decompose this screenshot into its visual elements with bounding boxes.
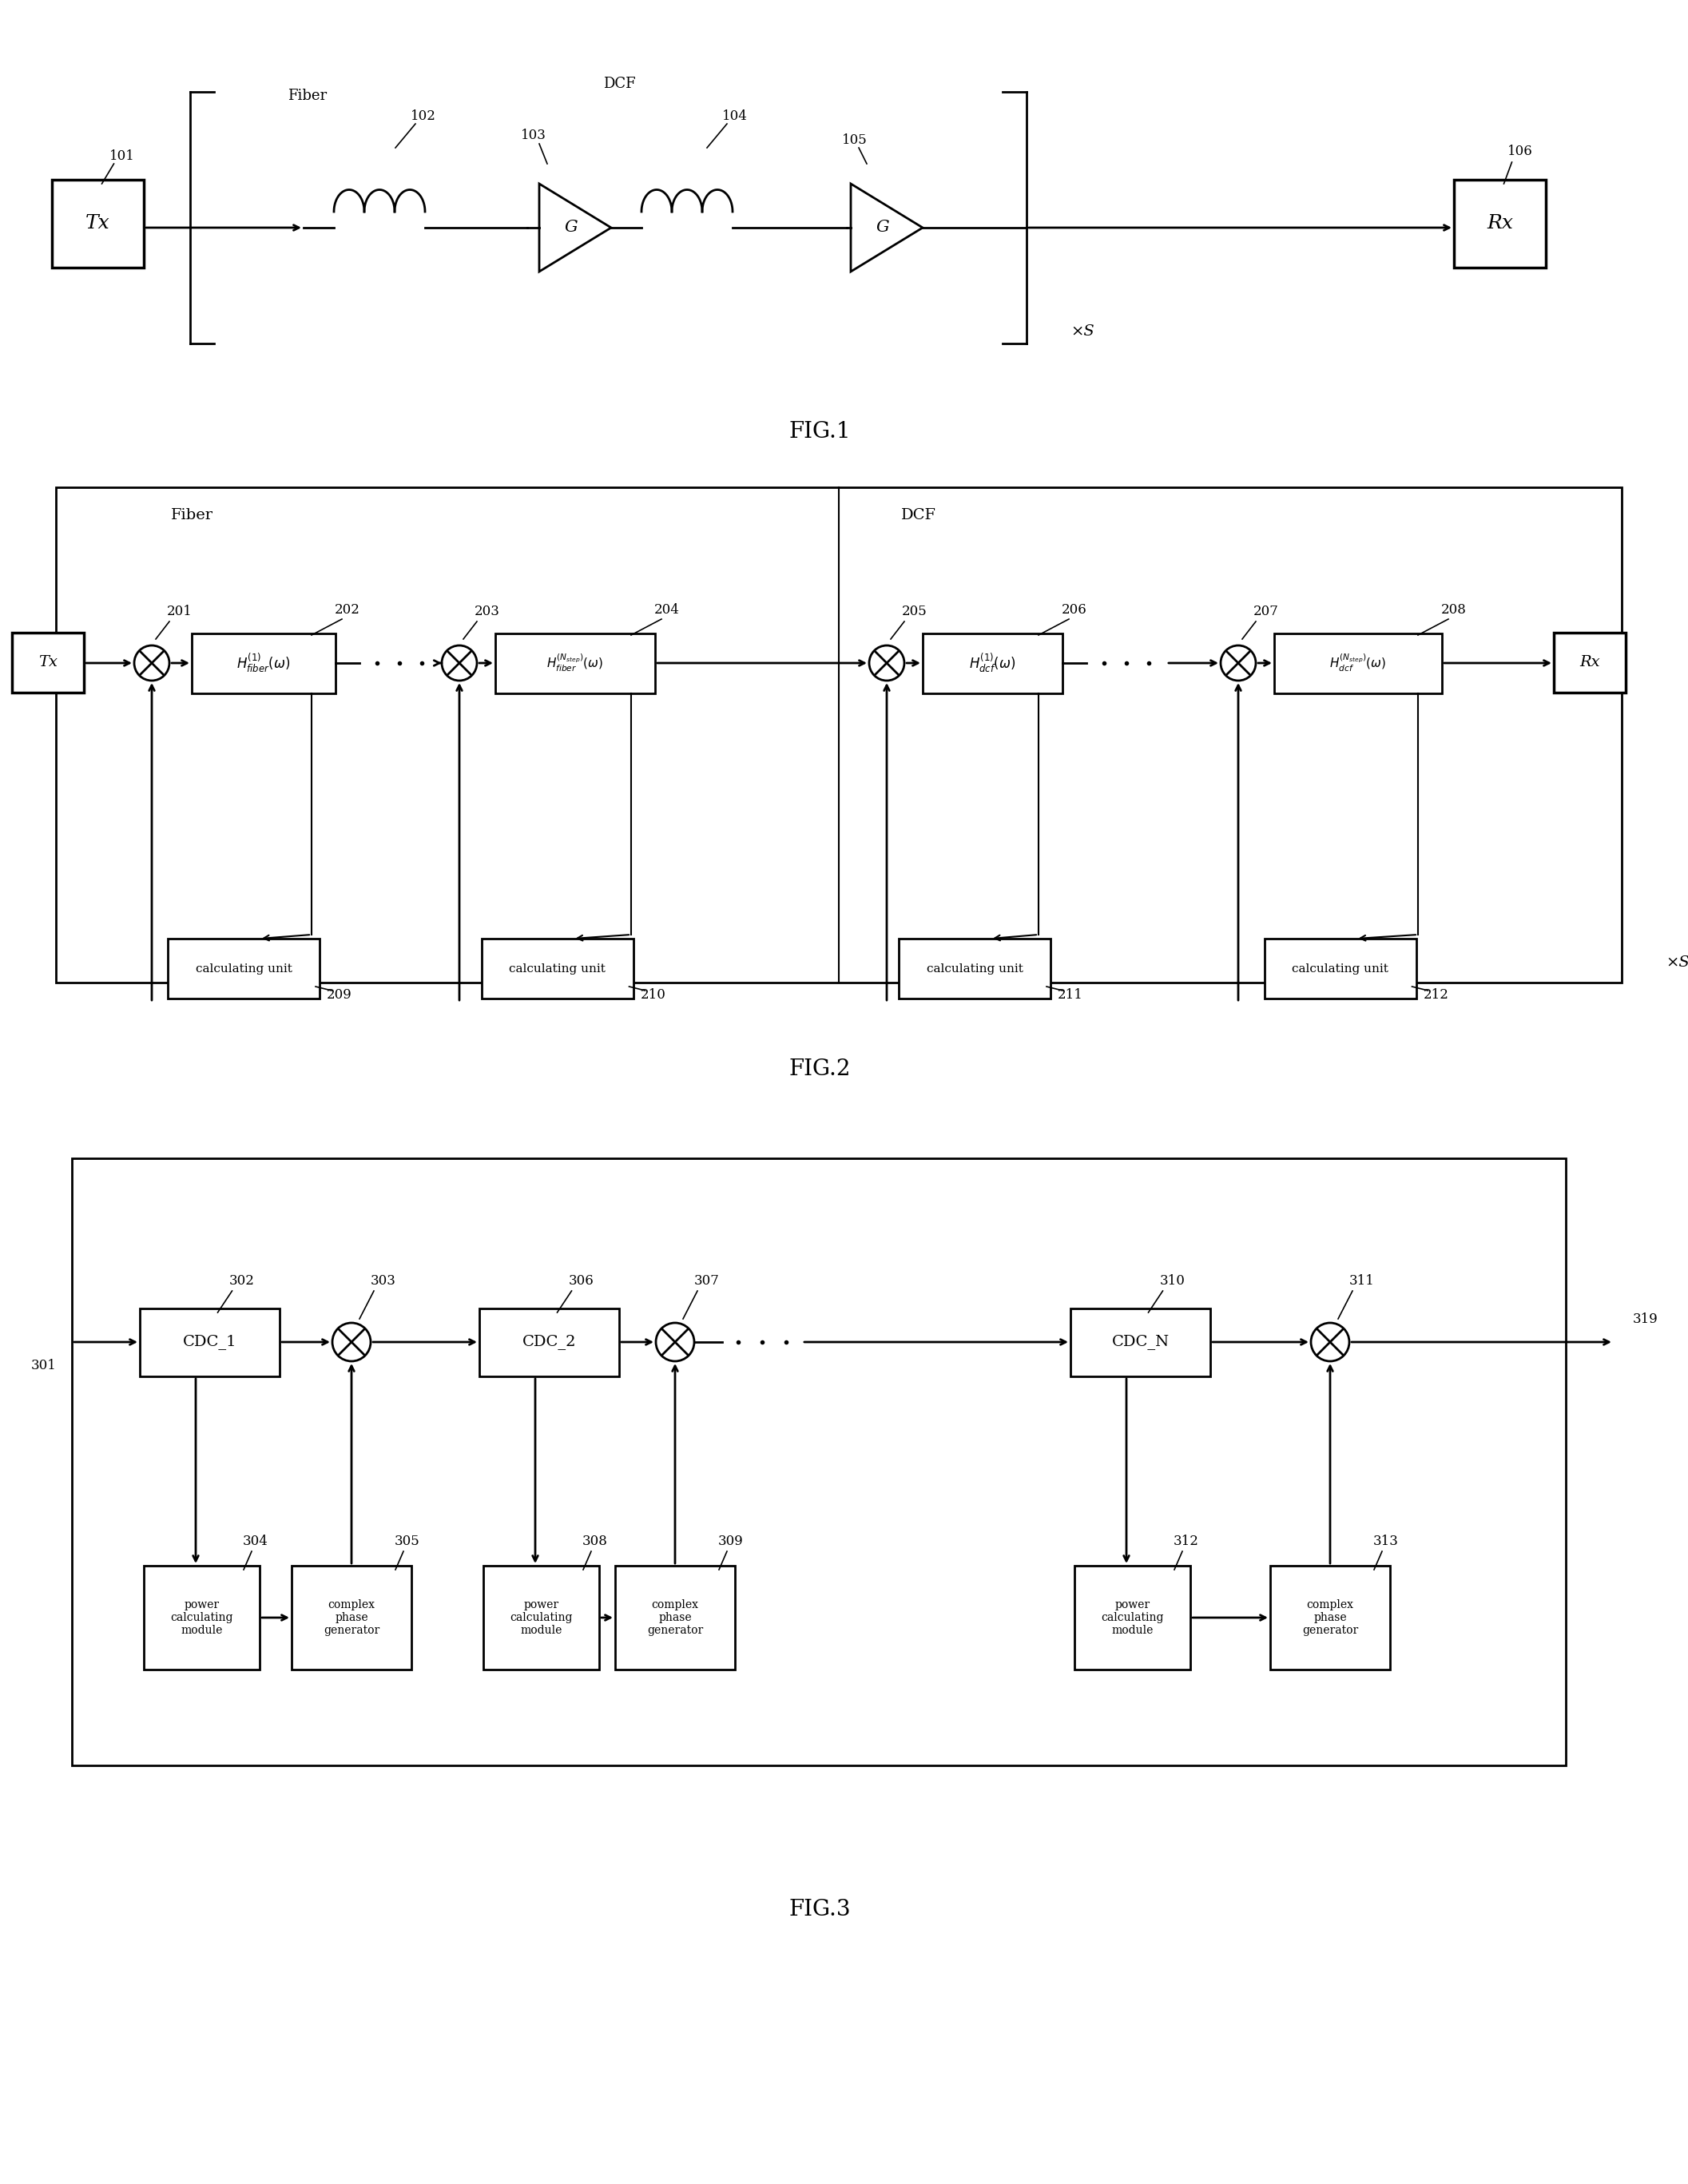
Text: 311: 311	[1349, 1273, 1374, 1286]
Text: 102: 102	[410, 109, 436, 122]
Bar	[483, 1566, 599, 1669]
Text: ×S: ×S	[1070, 325, 1094, 339]
Bar	[167, 939, 319, 998]
Text: 305: 305	[395, 1535, 420, 1548]
Text: G: G	[876, 221, 890, 236]
Text: G: G	[564, 221, 577, 236]
Bar	[923, 633, 1062, 692]
Bar	[495, 633, 655, 692]
Text: 101: 101	[110, 149, 135, 162]
Text: 104: 104	[722, 109, 748, 122]
Text: FIG.1: FIG.1	[788, 422, 851, 441]
Bar	[292, 1566, 412, 1669]
Bar	[140, 1308, 280, 1376]
Text: 313: 313	[1374, 1535, 1399, 1548]
Text: 205: 205	[901, 605, 927, 618]
Text: $H_{dcf}^{(N_{step})}(\omega)$: $H_{dcf}^{(N_{step})}(\omega)$	[1330, 653, 1386, 673]
Bar	[143, 1566, 260, 1669]
Text: 319: 319	[1632, 1313, 1658, 1326]
Text: calculating unit: calculating unit	[508, 963, 606, 974]
Text: complex
phase
generator: complex phase generator	[647, 1599, 704, 1636]
Text: $H_{fiber}^{(1)}(\omega)$: $H_{fiber}^{(1)}(\omega)$	[236, 653, 290, 675]
Bar	[1553, 633, 1626, 692]
Text: 211: 211	[1058, 987, 1084, 1000]
Text: power
calculating
module: power calculating module	[1101, 1599, 1163, 1636]
Text: 202: 202	[334, 603, 360, 616]
Bar	[192, 633, 336, 692]
Text: FIG.2: FIG.2	[788, 1057, 851, 1079]
Text: CDC_N: CDC_N	[1112, 1334, 1170, 1350]
Text: 308: 308	[582, 1535, 608, 1548]
Text: $H_{fiber}^{(N_{step})}(\omega)$: $H_{fiber}^{(N_{step})}(\omega)$	[547, 653, 604, 673]
Text: calculating unit: calculating unit	[1291, 963, 1388, 974]
Text: Fiber: Fiber	[170, 509, 213, 522]
Text: 105: 105	[842, 133, 868, 146]
Text: 306: 306	[569, 1273, 594, 1286]
Text: calculating unit: calculating unit	[196, 963, 292, 974]
Bar	[614, 1566, 734, 1669]
Text: 301: 301	[30, 1358, 57, 1374]
Text: calculating unit: calculating unit	[927, 963, 1023, 974]
Text: CDC_1: CDC_1	[182, 1334, 236, 1350]
Text: Fiber: Fiber	[289, 90, 327, 103]
Text: CDC_2: CDC_2	[522, 1334, 576, 1350]
Text: 208: 208	[1442, 603, 1467, 616]
Text: 207: 207	[1254, 605, 1280, 618]
Text: Tx: Tx	[39, 655, 57, 670]
Text: 304: 304	[243, 1535, 268, 1548]
Text: 106: 106	[1507, 144, 1533, 159]
Bar	[73, 1158, 1566, 1765]
Text: complex
phase
generator: complex phase generator	[324, 1599, 380, 1636]
Text: $H_{dcf}^{(1)}(\omega)$: $H_{dcf}^{(1)}(\omega)$	[969, 653, 1016, 675]
Bar	[1264, 939, 1416, 998]
Bar	[479, 1308, 619, 1376]
Text: 206: 206	[1062, 603, 1087, 616]
Text: Tx: Tx	[86, 214, 110, 234]
Bar	[1070, 1308, 1210, 1376]
Bar	[1453, 179, 1546, 269]
Bar	[1075, 1566, 1190, 1669]
Text: power
calculating
module: power calculating module	[170, 1599, 233, 1636]
Text: 307: 307	[694, 1273, 719, 1286]
Bar	[52, 179, 143, 269]
Text: 310: 310	[1160, 1273, 1185, 1286]
Text: 203: 203	[474, 605, 500, 618]
Text: 309: 309	[719, 1535, 744, 1548]
Text: 312: 312	[1173, 1535, 1198, 1548]
Bar	[481, 939, 633, 998]
Text: DCF: DCF	[603, 76, 635, 92]
Text: 103: 103	[522, 129, 547, 142]
Text: ×S: ×S	[1666, 954, 1688, 970]
Text: 209: 209	[327, 987, 353, 1000]
Text: Rx: Rx	[1487, 214, 1512, 234]
Text: 212: 212	[1423, 987, 1448, 1000]
Bar	[898, 939, 1050, 998]
Text: power
calculating
module: power calculating module	[510, 1599, 572, 1636]
Text: 204: 204	[655, 603, 680, 616]
Text: Rx: Rx	[1580, 655, 1600, 670]
Text: 303: 303	[371, 1273, 397, 1286]
Bar	[12, 633, 84, 692]
Text: complex
phase
generator: complex phase generator	[1301, 1599, 1359, 1636]
Bar	[1274, 633, 1442, 692]
Text: 302: 302	[230, 1273, 255, 1286]
Bar	[56, 487, 1622, 983]
Text: 201: 201	[167, 605, 192, 618]
Text: FIG.3: FIG.3	[788, 1898, 851, 1920]
Bar	[1269, 1566, 1389, 1669]
Text: 210: 210	[640, 987, 665, 1000]
Text: DCF: DCF	[901, 509, 937, 522]
